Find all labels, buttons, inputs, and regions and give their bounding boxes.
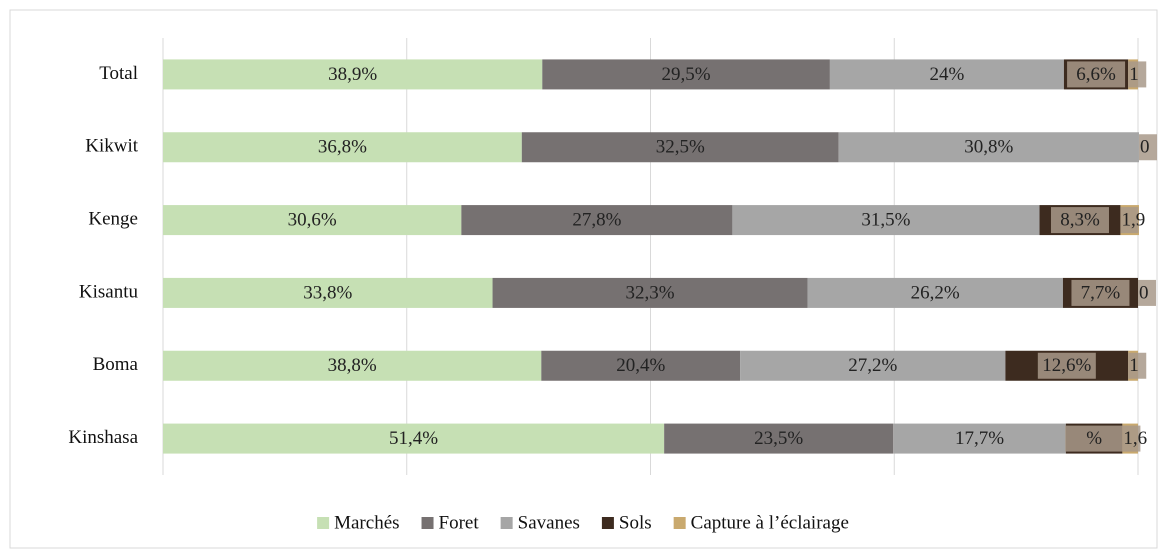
label-background bbox=[1065, 425, 1124, 452]
value-label: 27,8% bbox=[572, 209, 621, 230]
legend-label: Foret bbox=[439, 512, 480, 533]
legend-label: Savanes bbox=[518, 512, 580, 533]
value-label: 1,9 bbox=[1121, 209, 1145, 230]
value-label: % bbox=[1086, 428, 1102, 449]
legend-swatch bbox=[673, 517, 686, 529]
value-label: 32,5% bbox=[656, 137, 705, 158]
bar-segment bbox=[740, 350, 1006, 381]
category-label: Total bbox=[99, 63, 138, 84]
bar-segment bbox=[461, 205, 733, 236]
value-label: 1 bbox=[1129, 355, 1139, 376]
label-background bbox=[1120, 207, 1139, 234]
bar-segment bbox=[732, 205, 1040, 236]
value-label: 20,4% bbox=[616, 355, 665, 376]
legend-swatch bbox=[500, 517, 513, 529]
bar-segment bbox=[521, 132, 839, 163]
category-label: Kinshasa bbox=[68, 427, 138, 448]
value-label: 27,2% bbox=[848, 355, 897, 376]
legend-swatch bbox=[421, 517, 434, 529]
value-label: 7,7% bbox=[1081, 282, 1121, 303]
value-label: 17,7% bbox=[955, 428, 1004, 449]
value-label: 8,3% bbox=[1060, 209, 1100, 230]
bar-segment bbox=[838, 132, 1139, 163]
bar-segment bbox=[829, 59, 1064, 90]
label-background bbox=[1138, 279, 1156, 306]
label-background bbox=[1067, 61, 1126, 88]
bar-segment bbox=[893, 423, 1066, 454]
category-label: Kikwit bbox=[85, 136, 139, 157]
value-label: 38,9% bbox=[328, 64, 377, 85]
value-label: 36,8% bbox=[318, 137, 367, 158]
legend-swatch bbox=[317, 517, 330, 529]
label-background bbox=[1128, 61, 1147, 88]
value-label: 38,8% bbox=[328, 355, 377, 376]
value-label: 0 bbox=[1139, 282, 1149, 303]
label-background bbox=[1050, 207, 1109, 234]
bar-segment bbox=[807, 277, 1063, 308]
bar-segment bbox=[541, 350, 741, 381]
bar-segment bbox=[542, 59, 830, 90]
category-label: Boma bbox=[93, 354, 139, 375]
bar-segment bbox=[664, 423, 894, 454]
value-label: 32,3% bbox=[625, 282, 674, 303]
value-label: 0 bbox=[1140, 137, 1150, 158]
category-label: Kisantu bbox=[79, 281, 139, 302]
label-background bbox=[1071, 279, 1130, 306]
value-label: 29,5% bbox=[662, 64, 711, 85]
value-label: 6,6% bbox=[1076, 64, 1116, 85]
bar-segment bbox=[163, 205, 462, 236]
value-label: 1 bbox=[1129, 64, 1139, 85]
label-background bbox=[1128, 352, 1147, 379]
value-label: 23,5% bbox=[754, 428, 803, 449]
value-label: 12,6% bbox=[1042, 355, 1091, 376]
bar-segment bbox=[163, 423, 665, 454]
value-label: 51,4% bbox=[389, 428, 438, 449]
legend-label: Marchés bbox=[334, 512, 399, 533]
bar-segment bbox=[492, 277, 808, 308]
label-background bbox=[1122, 425, 1141, 452]
bar-segment bbox=[163, 350, 542, 381]
legend-swatch bbox=[601, 517, 614, 529]
legend: Marchés Foret Savanes Sols Capture à l’éclai… bbox=[317, 512, 849, 533]
category-label: Kenge bbox=[88, 208, 138, 229]
value-label: 30,8% bbox=[964, 137, 1013, 158]
bar-segment bbox=[163, 277, 493, 308]
value-label: 26,2% bbox=[911, 282, 960, 303]
label-background bbox=[1037, 352, 1096, 379]
value-label: 33,8% bbox=[303, 282, 352, 303]
value-label: 24% bbox=[929, 64, 964, 85]
value-label: 31,5% bbox=[861, 209, 910, 230]
bar-segment bbox=[163, 132, 522, 163]
label-background bbox=[1138, 134, 1157, 161]
value-label: 30,6% bbox=[288, 209, 337, 230]
legend-label: Capture à l’éclairage bbox=[691, 512, 849, 533]
bar-segment bbox=[163, 59, 543, 90]
legend-label: Sols bbox=[619, 512, 652, 533]
value-label: 1,6 bbox=[1123, 428, 1147, 449]
